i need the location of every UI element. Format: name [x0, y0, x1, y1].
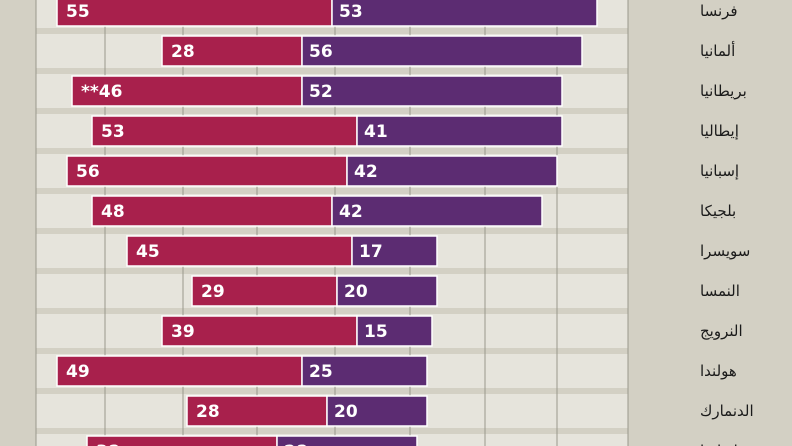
bar-right-value: 56: [309, 42, 333, 62]
bar-left-value: **46: [81, 82, 122, 102]
category-label: إيرلندا: [700, 442, 738, 446]
bar-left-value: 56: [76, 162, 100, 182]
bar-right: [356, 115, 563, 147]
bar-left-value: 49: [66, 362, 90, 382]
bar-left-value: 29: [201, 282, 225, 302]
bar-left: [126, 235, 353, 267]
bar-left: [91, 195, 333, 227]
bar-left: [56, 0, 333, 27]
category-label: النمسا: [700, 282, 740, 300]
bar-right: [301, 355, 428, 387]
bar-row: 53 41: [91, 115, 563, 147]
bar-left-value: 38: [96, 442, 120, 446]
bar-row: 49 25: [56, 355, 428, 387]
bar-row: 39 15: [161, 315, 433, 347]
category-label: إسبانيا: [700, 162, 739, 180]
category-label: ألمانيا: [700, 41, 735, 60]
bars: 55 53 28 56 **46 52 53 41 56 42 48 42 45 17 29 20 39 15 49…: [56, 0, 598, 446]
bar-right: [331, 0, 598, 27]
category-label: النرويج: [700, 322, 743, 340]
bar-right: [301, 75, 563, 107]
bar-row: 28 20: [186, 395, 428, 427]
bar-row: **46 52: [71, 75, 563, 107]
bar-left: [186, 395, 328, 427]
bar-right-value: 52: [309, 82, 333, 102]
bar-right: [356, 315, 433, 347]
bar-right: [346, 155, 558, 187]
bar-row: 29 20: [191, 275, 438, 307]
category-label: بلجيكا: [700, 202, 736, 220]
bar-left: [71, 75, 303, 107]
bar-right-value: 41: [364, 122, 388, 142]
bar-row: 55 53: [56, 0, 598, 27]
country-labels: فرنسا ألمانيا بريطانيا إيطاليا إسبانيا بلجيكا…: [700, 2, 754, 446]
bar-left-value: 48: [101, 202, 125, 222]
bar-row: 38 28: [86, 435, 418, 446]
bar-left-value: 45: [136, 242, 160, 262]
bar-left: [161, 35, 303, 67]
category-label: الدنمارك: [700, 402, 754, 420]
bar-right-value: 28: [284, 442, 308, 446]
bar-right: [331, 195, 543, 227]
bar-left: [91, 115, 358, 147]
bar-right-value: 25: [309, 362, 333, 382]
bar-right: [301, 35, 583, 67]
bar-right-value: 42: [339, 202, 363, 222]
category-label: هولندا: [700, 362, 737, 380]
bar-right: [276, 435, 418, 446]
bar-left-value: 28: [171, 42, 195, 62]
category-label: سويسرا: [700, 242, 750, 260]
category-label: بريطانيا: [700, 82, 747, 100]
bar-right-value: 20: [344, 282, 368, 302]
category-label: فرنسا: [700, 2, 738, 20]
bar-right: [326, 395, 428, 427]
bar-row: 48 42: [91, 195, 543, 227]
bar-right-value: 17: [359, 242, 383, 262]
category-label: إيطاليا: [700, 122, 739, 140]
bar-left: [66, 155, 348, 187]
bar-left-value: 53: [101, 122, 125, 142]
bar-row: 28 56: [161, 35, 583, 67]
bar-right-value: 42: [354, 162, 378, 182]
bar-right: [336, 275, 438, 307]
bar-left: [56, 355, 303, 387]
bar-right-value: 15: [364, 322, 388, 342]
bar-left-value: 55: [66, 2, 90, 22]
bar-row: 45 17: [126, 235, 438, 267]
bar-left: [86, 435, 278, 446]
bar-row: 56 42: [66, 155, 558, 187]
bar-right-value: 20: [334, 402, 358, 422]
bar-left-value: 39: [171, 322, 195, 342]
bar-right: [351, 235, 438, 267]
bar-right-value: 53: [339, 2, 363, 22]
bar-left-value: 28: [196, 402, 220, 422]
bar-left: [191, 275, 338, 307]
